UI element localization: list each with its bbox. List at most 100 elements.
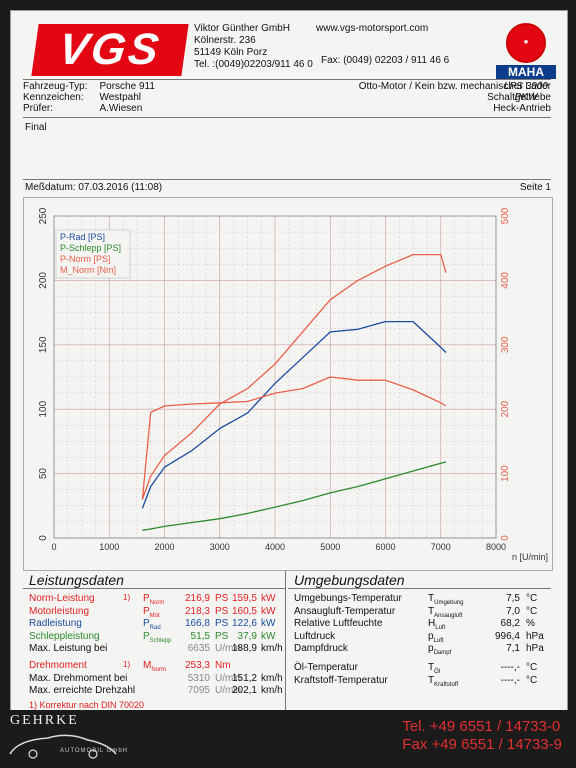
symbol: T (428, 674, 435, 686)
y2-tick-label: 300 (500, 336, 511, 353)
umgebung-value: 7,0 (506, 605, 520, 617)
company-web: www.vgs-motorsport.com (316, 23, 429, 34)
vehicle-config: Otto-Motor / Kein bzw. mechanischer Lade… (359, 81, 551, 114)
y-tick-label: 50 (38, 468, 49, 480)
legend-entry: P-Schlepp [PS] (60, 243, 121, 253)
leistung-value1: 6635 (187, 643, 210, 655)
leistung-label: Max. erreichte Drehzahl (29, 685, 136, 697)
x-tick-label: 6000 (375, 542, 395, 552)
dyno-report-sheet: VGS Viktor Günther GmbH Kölnerstr. 236 5… (10, 10, 568, 712)
leistung-unit2: km/h (261, 685, 283, 697)
car-silhouette-icon (9, 734, 117, 759)
plot-frame (53, 215, 497, 539)
measurement-bar: Meßdatum: 07.03.2016 (11:08) Seite 1 (25, 182, 551, 193)
symbol: M (143, 660, 152, 671)
page-number: Seite 1 (519, 182, 551, 193)
leistung-value1: 218,3 (184, 605, 210, 617)
leistung-row: Norm-Leistung 1) PNorm 216,9 PS 159,5 kW (23, 593, 285, 606)
leistung-title: Leistungsdaten (29, 572, 124, 588)
x-axis-label: n [U/min] (512, 552, 548, 562)
umgebung-value: 7,1 (506, 643, 520, 655)
umgebung-label: Öl-Temperatur (294, 662, 358, 673)
umgebung-unit: °C (526, 593, 538, 604)
x-tick-label: 0 (51, 542, 56, 552)
umgebung-value: 7,5 (506, 593, 520, 604)
leistung-value1: 253,3 (184, 660, 210, 671)
leistung-label: Radleistung (29, 618, 82, 630)
symbol-sub: Schlepp (149, 637, 172, 644)
label: Kennzeichen: (23, 92, 84, 103)
leistung-note: 1) (123, 660, 131, 669)
leistung-unit1: Nm (215, 660, 231, 671)
umgebung-symbol: TÖl (428, 662, 440, 678)
symbol: p (428, 643, 434, 655)
leistung-label: Schleppleistung (29, 630, 100, 642)
legend-entry: P-Norm [PS] (60, 254, 111, 264)
symbol: H (428, 618, 436, 630)
symbol-sub: Kraftstoff (434, 681, 459, 688)
company-contact: www.vgs-motorsport.com Fax: (0049) 02203… (314, 23, 449, 66)
symbol: T (428, 662, 435, 673)
leistung-unit1: U/min (215, 643, 242, 655)
company-name: Viktor Günther GmbH (194, 23, 290, 34)
umgebung-row: Ansaugluft-Temperatur TAnsaugluft 7,0 °C (288, 605, 551, 619)
umgebung-row: Kraftstoff-Temperatur TKraftstoff ----,- °C (288, 674, 551, 688)
leistung-unit1: U/min (215, 672, 242, 684)
engine-type: Otto-Motor / Kein bzw. mechanischer Lade… (358, 81, 551, 92)
leistung-symbol: PRad (143, 618, 161, 634)
umgebung-label: Kraftstoff-Temperatur (294, 674, 388, 686)
leistung-unit1: PS (215, 605, 229, 617)
leistung-header: Leistungsdaten (23, 571, 285, 589)
leistung-value1: 5310 (187, 672, 210, 684)
umgebung-symbol: pDampf (428, 643, 451, 659)
vgs-logo: VGS (31, 24, 189, 76)
company-tel: Tel. :(0049)02203/911 46 0 (194, 59, 313, 70)
symbol: p (428, 630, 434, 642)
x-tick-label: 3000 (210, 542, 230, 552)
dealer-footer: GEHRKE AUTOMOBIL GmbH Tel. +49 6551 / 14… (0, 710, 576, 768)
label: Prüfer: (23, 103, 54, 114)
y-tick-label: 150 (38, 336, 49, 353)
vehicle-info: Fahrzeug-Typ: Porsche 911 Kennzeichen: Wes… (23, 81, 159, 114)
umgebung-unit: °C (526, 674, 538, 686)
umgebung-unit: °C (526, 605, 538, 617)
company-fax: Fax: (0049) 02203 / 911 46 6 (321, 55, 450, 66)
leistung-unit1: U/min (215, 685, 242, 697)
leistung-value2: 37,9 (237, 630, 257, 642)
y-tick-label: 200 (38, 272, 49, 289)
company-city: 51149 Köln Porz (194, 47, 268, 58)
y2-tick-label: 500 (500, 207, 511, 224)
leistungsdaten-panel: Leistungsdaten Norm-Leistung 1) P Norm 216,9… (23, 571, 286, 711)
symbol: T (428, 605, 435, 617)
vehicle-type: Porsche 911 (99, 81, 155, 92)
leistung-label: Norm-Leistung (29, 593, 95, 604)
leistung-row: Drehmoment 1) MNorm 253,3 Nm (23, 660, 285, 673)
symbol-sub: Norm (151, 667, 167, 673)
leistung-value1: 216,9 (184, 593, 210, 604)
y2-tick-label: 400 (500, 272, 511, 289)
umgebung-unit: hPa (526, 643, 544, 655)
umgebung-value: ----,- (500, 674, 520, 686)
symbol: P (143, 593, 150, 604)
divider (23, 117, 551, 118)
umgebung-title: Umgebungsdaten (294, 572, 405, 588)
y-tick-label: 250 (38, 207, 49, 224)
umgebung-label: Luftdruck (294, 630, 336, 642)
umgebungsdaten-panel: Umgebungsdaten Umgebungs-Temperatur TUmge… (288, 571, 551, 711)
company-street: Kölnerstr. 236 (194, 35, 256, 46)
umgebung-row: Umgebungs-Temperatur TUmgebung 7,5 °C (288, 593, 551, 606)
leistung-value2: 160,5 (231, 605, 257, 617)
leistung-value1: 166,8 (184, 618, 210, 630)
leistung-value2: 188,9 (231, 643, 257, 655)
x-tick-label: 4000 (265, 542, 285, 552)
leistung-label: Max. Leistung bei (29, 643, 108, 655)
x-tick-label: 1000 (99, 542, 119, 552)
leistung-label: Drehmoment (29, 660, 87, 671)
legend-box (55, 229, 131, 279)
leistung-unit1: PS (215, 593, 229, 604)
leistung-unit2: kW (261, 618, 276, 630)
umgebung-row: Luftdruck pLuft 996,4 hPa (288, 630, 551, 644)
y-tick-label: 0 (38, 535, 49, 541)
leistung-value2: 202,1 (231, 685, 257, 697)
umgebung-symbol: pLuft (428, 631, 444, 647)
